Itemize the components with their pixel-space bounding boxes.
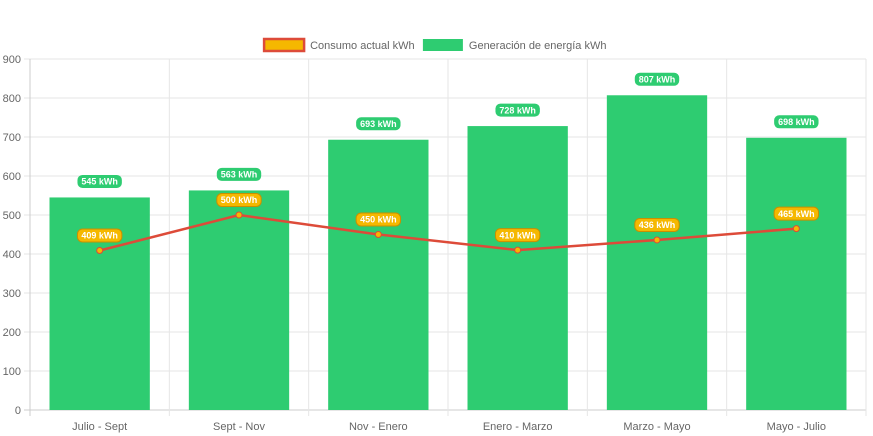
line-data-label: 409 kWh bbox=[81, 231, 118, 241]
x-tick-label: Marzo - Mayo bbox=[623, 421, 690, 433]
x-tick-label: Mayo - Julio bbox=[767, 421, 826, 433]
line-data-label: 465 kWh bbox=[778, 209, 815, 219]
bar-data-label: 728 kWh bbox=[499, 105, 536, 115]
y-tick-label: 900 bbox=[3, 54, 21, 66]
line-data-label: 410 kWh bbox=[499, 230, 536, 240]
y-tick-label: 800 bbox=[3, 93, 21, 105]
line-series bbox=[99, 213, 797, 252]
line-point[interactable] bbox=[96, 246, 104, 254]
y-tick-label: 700 bbox=[3, 132, 21, 144]
bar-data-label: 563 kWh bbox=[221, 170, 258, 180]
y-tick-label: 0 bbox=[15, 405, 21, 417]
bar-data-label-bg bbox=[216, 167, 262, 181]
line-point[interactable] bbox=[792, 225, 800, 233]
line-data-label-bg bbox=[76, 228, 123, 243]
y-tick-label: 400 bbox=[3, 249, 21, 261]
bar-data-label-bg bbox=[774, 115, 819, 129]
bar-data-label-bg bbox=[356, 117, 401, 131]
line-data-label-bg bbox=[355, 212, 402, 227]
bar-data-label-bg bbox=[495, 103, 540, 117]
y-tick-label: 100 bbox=[3, 366, 21, 378]
line-data-label-bg bbox=[494, 228, 541, 243]
y-tick-label: 300 bbox=[3, 288, 21, 300]
x-tick-label: Julio - Sept bbox=[72, 421, 127, 433]
line-point[interactable] bbox=[235, 211, 243, 219]
line-data-label: 436 kWh bbox=[639, 220, 676, 230]
line-point[interactable] bbox=[653, 236, 661, 244]
bar-data-label-bg bbox=[77, 174, 122, 188]
y-tick-label: 500 bbox=[3, 210, 21, 222]
y-tick-label: 200 bbox=[3, 327, 21, 339]
legend-consumo-label[interactable]: Consumo actual kWh bbox=[310, 40, 415, 52]
line-data-label-bg bbox=[773, 206, 820, 221]
bar[interactable] bbox=[188, 190, 290, 410]
bar-data-label-bg bbox=[634, 72, 680, 86]
y-tick-label: 600 bbox=[3, 171, 21, 183]
line-data-label: 500 kWh bbox=[221, 195, 258, 205]
line-data-label-bg bbox=[216, 193, 262, 207]
legend-generacion-label[interactable]: Generación de energía kWh bbox=[469, 40, 607, 52]
line-point[interactable] bbox=[514, 246, 522, 254]
x-tick-label: Enero - Marzo bbox=[483, 421, 553, 433]
bar[interactable] bbox=[606, 95, 708, 411]
bar-data-label: 698 kWh bbox=[778, 117, 815, 127]
bar[interactable] bbox=[746, 137, 847, 410]
bar-data-label: 693 kWh bbox=[360, 119, 397, 129]
x-tick-label: Nov - Enero bbox=[349, 421, 408, 433]
bar[interactable] bbox=[467, 126, 568, 410]
line-data-label-bg bbox=[634, 217, 680, 232]
line-data-label: 450 kWh bbox=[360, 215, 397, 225]
legend-generacion-swatch[interactable] bbox=[422, 39, 463, 51]
line-point[interactable] bbox=[374, 231, 382, 238]
bar-data-label: 545 kWh bbox=[81, 177, 118, 187]
bar[interactable] bbox=[328, 139, 429, 411]
bar-data-label: 807 kWh bbox=[639, 74, 676, 84]
x-tick-label: Sept - Nov bbox=[213, 421, 265, 433]
legend-consumo-swatch[interactable] bbox=[262, 37, 306, 53]
